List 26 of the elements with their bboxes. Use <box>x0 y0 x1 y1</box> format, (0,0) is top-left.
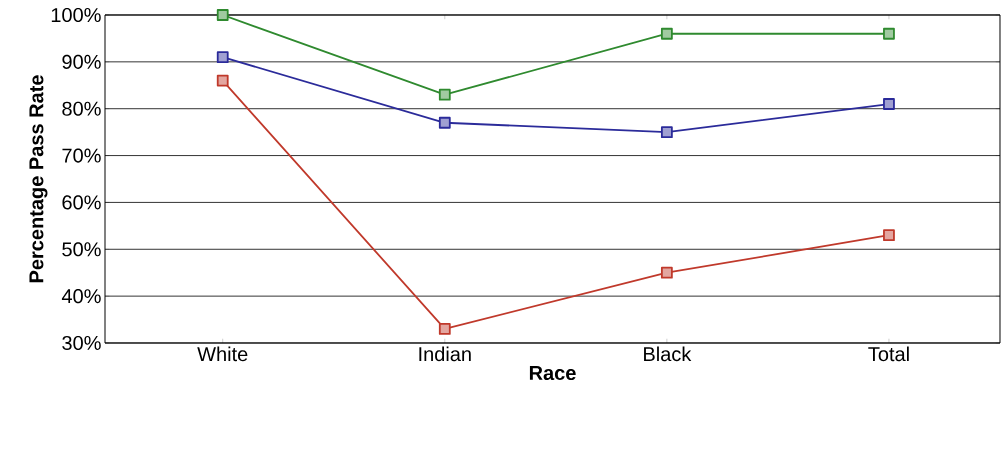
point <box>660 126 673 139</box>
point <box>438 323 451 335</box>
y-tick-label: 30% <box>62 335 101 351</box>
x-tick-label: Total <box>868 346 909 362</box>
y-tick-label: 40% <box>61 289 101 304</box>
point <box>660 266 673 279</box>
point <box>216 74 229 87</box>
x-tick-label: White <box>197 346 248 362</box>
y-tick-label: 60% <box>62 195 101 210</box>
y-axis-title: Percentage Pass Rate <box>29 75 48 283</box>
point <box>438 88 451 101</box>
x-axis-title: Race <box>529 366 576 381</box>
y-tick-label: 100% <box>51 7 101 23</box>
x-tick-label: Black <box>644 346 692 362</box>
point <box>216 51 229 64</box>
x-tick-label: Indian <box>419 346 471 362</box>
point <box>438 116 451 129</box>
y-tick-label: 80% <box>62 101 101 116</box>
point <box>660 27 673 40</box>
y-tick-label: 50% <box>62 242 101 257</box>
point <box>883 229 895 242</box>
point <box>216 9 229 21</box>
point <box>883 27 895 40</box>
y-tick-label: 90% <box>62 54 101 69</box>
point <box>883 98 895 110</box>
y-tick-label: 70% <box>62 148 101 163</box>
